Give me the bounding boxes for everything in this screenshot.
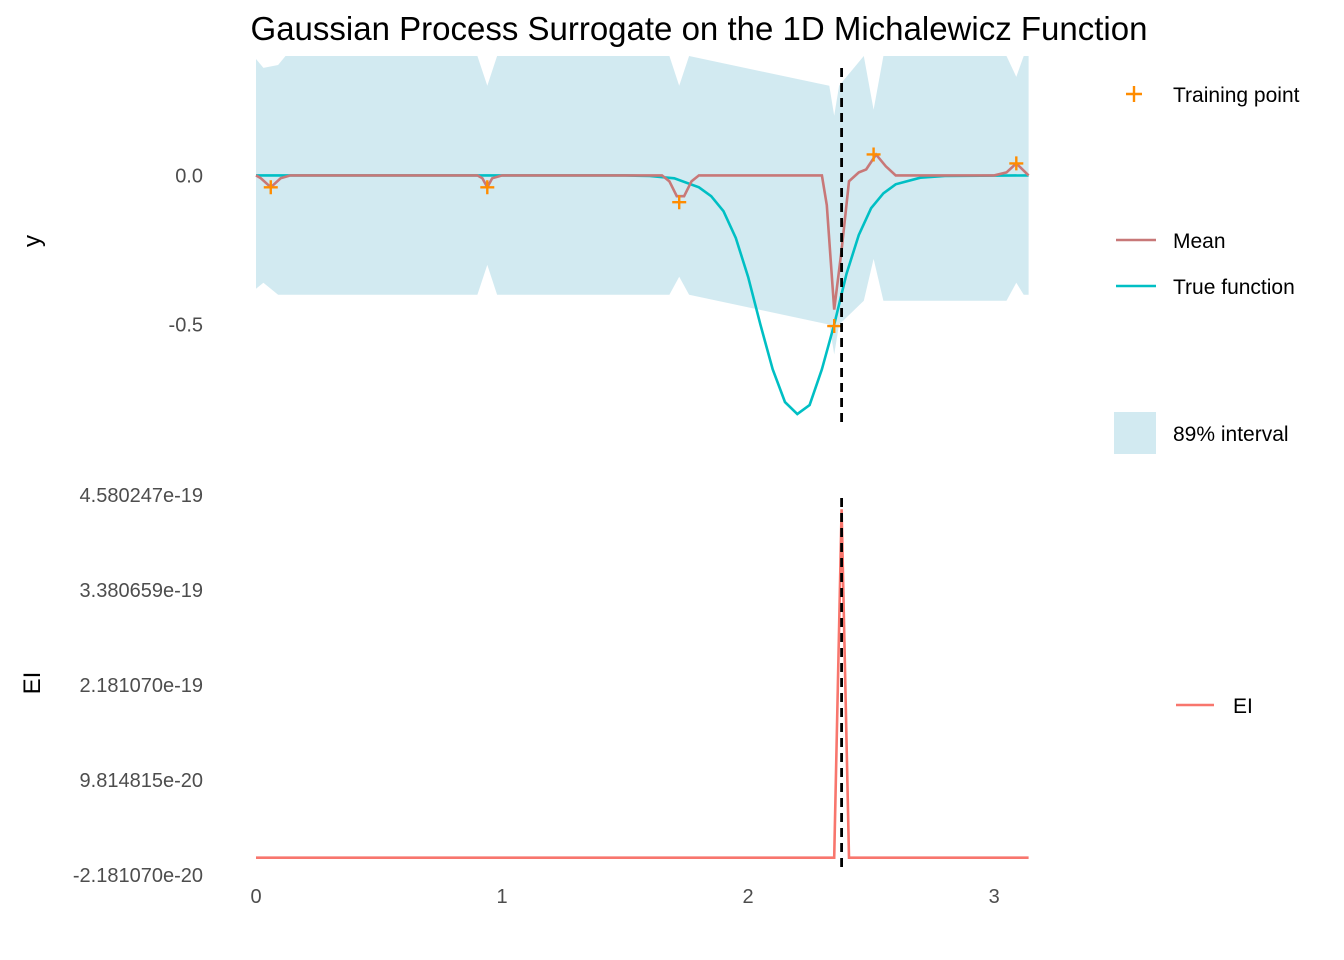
legend-label-training-point: Training point	[1173, 84, 1300, 107]
legend-label-ei: EI	[1233, 695, 1253, 718]
bottom-y-ticks: 4.580247e-19 3.380659e-19 2.181070e-19 9.81…	[73, 485, 203, 887]
bottom-panel: 4.580247e-19 3.380659e-19 2.181070e-19 9.81…	[19, 485, 1029, 908]
training-point-marker	[866, 147, 881, 162]
training-point-marker	[263, 180, 278, 195]
top-true-function-line	[256, 174, 1029, 416]
bottom-ei-line	[256, 509, 1029, 859]
legend-item-mean: Mean	[1116, 230, 1226, 253]
legend-item-true-function: True function	[1116, 276, 1295, 299]
top-interval-band	[256, 56, 1029, 355]
legend-item-interval: 89% interval	[1114, 412, 1289, 454]
bottom-y-tick-label: 2.181070e-19	[80, 675, 203, 697]
bottom-y-tick-label: -2.181070e-20	[73, 865, 203, 887]
x-tick-label: 1	[496, 886, 507, 908]
top-y-ticks: 0.0 -0.5	[169, 165, 203, 336]
legend-label-true-function: True function	[1173, 276, 1295, 299]
chart-title: Gaussian Process Surrogate on the 1D Mic…	[251, 10, 1148, 47]
legend-item-ei: EI	[1176, 695, 1253, 718]
x-tick-label: 2	[743, 886, 754, 908]
legend-key-training-point	[1126, 86, 1142, 102]
legend: Training point Mean True function 89% in…	[1114, 84, 1300, 718]
top-y-tick-label: -0.5	[169, 315, 203, 337]
top-y-tick-label: 0.0	[175, 165, 203, 187]
top-mean-line	[255, 152, 1030, 310]
bottom-y-tick-label: 4.580247e-19	[80, 485, 203, 507]
training-point-marker	[672, 195, 687, 210]
x-tick-label: 3	[989, 886, 1000, 908]
bottom-y-tick-label: 9.814815e-20	[80, 770, 203, 792]
legend-label-interval: 89% interval	[1173, 423, 1289, 446]
training-point-marker	[1009, 156, 1024, 171]
top-panel: 0.0 -0.5 y	[19, 56, 1030, 423]
bottom-y-tick-label: 3.380659e-19	[80, 580, 203, 602]
bottom-y-axis-title: EI	[19, 672, 46, 695]
training-point-marker	[480, 180, 495, 195]
top-y-axis-title: y	[19, 235, 46, 247]
legend-label-mean: Mean	[1173, 230, 1226, 253]
top-training-points	[263, 147, 1024, 334]
training-point-marker	[827, 319, 842, 334]
x-tick-label: 0	[250, 886, 261, 908]
legend-item-training-point: Training point	[1126, 84, 1300, 107]
legend-key-interval	[1114, 412, 1156, 454]
bottom-x-ticks: 0 1 2 3	[250, 886, 999, 908]
